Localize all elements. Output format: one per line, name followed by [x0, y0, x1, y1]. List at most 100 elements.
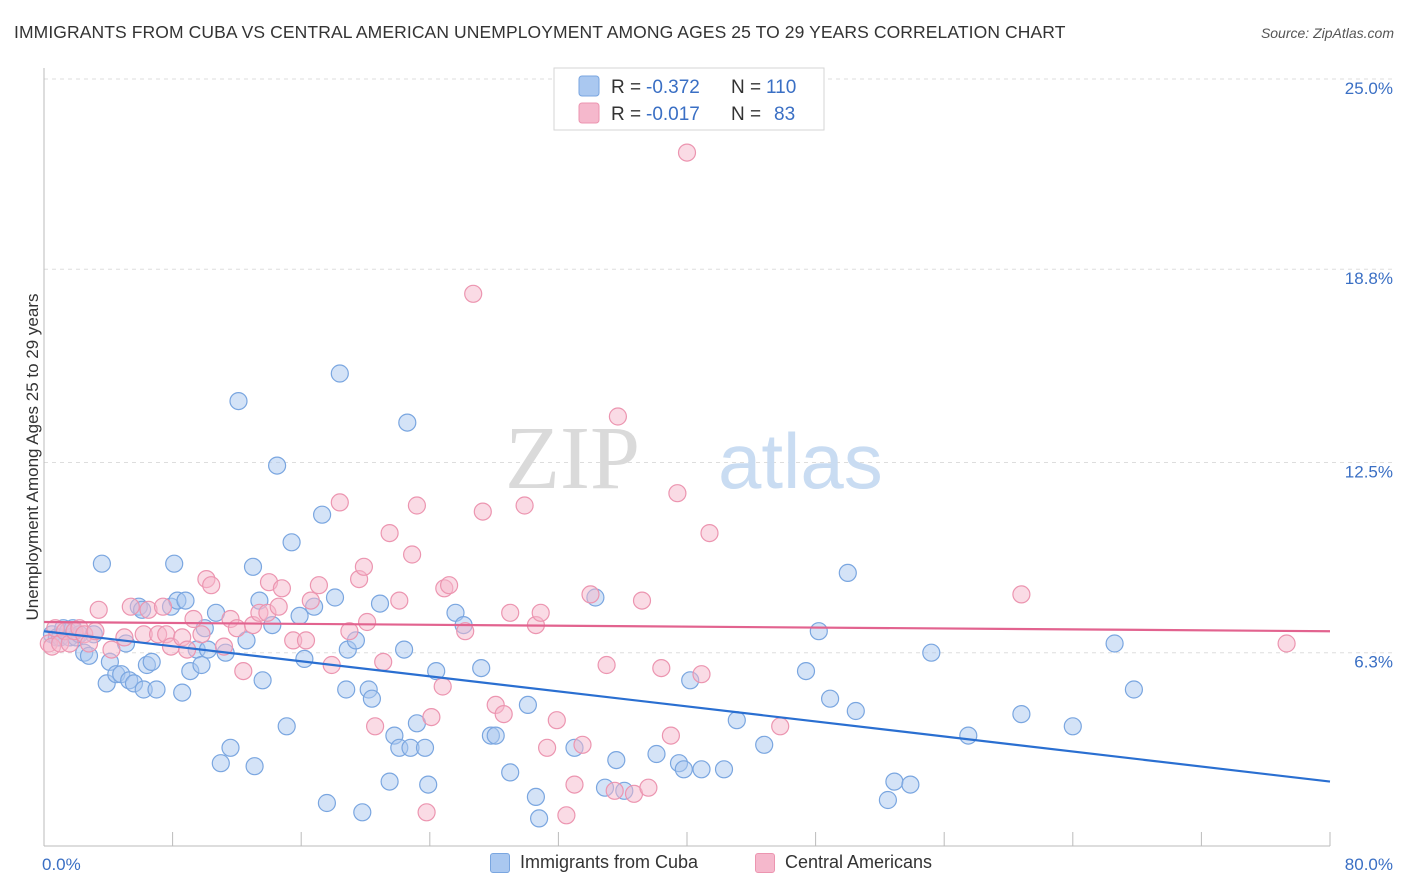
- data-point-central-american: [407, 496, 426, 515]
- watermark: ZIP atlas: [505, 409, 883, 508]
- data-point-cuba: [607, 750, 626, 770]
- y-tick-label: 18.8%: [1345, 269, 1393, 288]
- data-point-central-american: [597, 655, 616, 675]
- data-point-cuba: [796, 661, 816, 681]
- data-point-central-american: [547, 711, 566, 730]
- legend: R = -0.372 N = 110 R = -0.017 N = 83: [553, 67, 825, 131]
- data-point-central-american: [692, 665, 711, 684]
- data-point-cuba: [277, 717, 296, 736]
- data-point-central-american: [390, 591, 409, 610]
- data-point-central-american: [652, 658, 671, 678]
- data-point-cuba: [142, 652, 161, 672]
- data-point-cuba: [1105, 634, 1124, 653]
- y-tick-label: 25.0%: [1345, 79, 1393, 98]
- data-point-central-american: [464, 284, 483, 303]
- data-point-cuba: [380, 772, 399, 791]
- bottom-legend-item-blue: Immigrants from Cuba: [490, 852, 698, 873]
- data-point-cuba: [846, 701, 865, 721]
- data-point-central-american: [366, 717, 385, 736]
- data-point-cuba: [922, 643, 941, 662]
- data-point-central-american: [515, 496, 534, 515]
- watermark-atlas: atlas: [718, 417, 883, 505]
- data-point-cuba: [268, 456, 287, 475]
- data-point-central-american: [440, 576, 459, 595]
- data-point-central-american: [269, 597, 288, 616]
- data-point-cuba: [398, 413, 417, 432]
- data-point-central-american: [608, 407, 628, 426]
- data-point-cuba: [1063, 717, 1082, 736]
- data-point-central-american: [581, 585, 600, 604]
- data-point-central-american: [121, 597, 140, 616]
- data-point-cuba: [674, 760, 693, 779]
- legend-swatch-blue: [578, 75, 600, 97]
- data-point-central-american: [456, 622, 475, 641]
- data-point-central-american: [422, 707, 441, 727]
- bottom-legend-item-pink: Central Americans: [755, 852, 932, 873]
- data-point-central-american: [501, 603, 520, 622]
- legend-swatch-pink: [578, 102, 600, 124]
- data-point-cuba: [395, 640, 414, 659]
- data-point-central-american: [605, 781, 624, 800]
- data-point-central-american: [330, 493, 349, 512]
- data-point-central-american: [234, 661, 253, 681]
- data-point-central-american: [296, 631, 316, 650]
- data-point-cuba: [245, 757, 264, 776]
- data-point-central-american: [184, 609, 203, 629]
- data-point-central-american: [227, 619, 246, 638]
- data-point-central-american: [102, 640, 121, 659]
- data-point-cuba: [755, 735, 774, 754]
- data-point-central-american: [668, 484, 687, 503]
- data-point-cuba: [486, 726, 505, 745]
- axes: [43, 68, 1331, 847]
- data-point-cuba: [243, 557, 263, 576]
- data-point-cuba: [415, 738, 435, 757]
- data-point-central-american: [557, 806, 576, 825]
- y-axis-label: Unemployment Among Ages 25 to 29 years: [23, 294, 42, 621]
- data-point-cuba: [820, 689, 840, 708]
- data-point-central-american: [403, 545, 422, 564]
- data-point-cuba: [176, 591, 195, 610]
- x-tick-label-min: 0.0%: [42, 855, 81, 874]
- data-point-central-american: [771, 717, 790, 736]
- data-point-cuba: [1124, 680, 1144, 699]
- data-point-cuba: [229, 392, 248, 411]
- data-point-central-american: [358, 612, 377, 632]
- legend-n-value-pink: 83: [774, 104, 795, 125]
- data-point-cuba: [427, 661, 446, 681]
- bottom-legend-label-blue: Immigrants from Cuba: [520, 852, 699, 872]
- data-point-cuba: [237, 631, 256, 650]
- data-point-cuba: [885, 772, 904, 791]
- data-point-cuba: [147, 680, 166, 699]
- data-point-cuba: [317, 793, 336, 813]
- y-tick-label: 6.3%: [1354, 653, 1393, 672]
- data-point-central-american: [309, 576, 328, 595]
- data-point-central-american: [677, 143, 697, 162]
- data-point-central-american: [433, 677, 452, 696]
- trend-line-cuba: [43, 630, 1331, 783]
- data-point-cuba: [313, 505, 332, 524]
- bottom-legend-swatch-blue: [490, 852, 510, 873]
- series-pink-points: [39, 143, 1296, 825]
- data-point-central-american: [380, 523, 399, 543]
- data-point-central-american: [565, 775, 584, 794]
- data-point-cuba: [419, 775, 438, 794]
- bottom-legend: Immigrants from Cuba Central Americans: [0, 852, 1406, 878]
- data-point-central-american: [1012, 585, 1031, 604]
- y-tick-label: 12.5%: [1345, 463, 1393, 482]
- data-point-cuba: [192, 655, 211, 675]
- data-point-central-american: [537, 738, 557, 757]
- data-point-cuba: [878, 790, 898, 810]
- data-point-cuba: [501, 763, 520, 782]
- data-point-cuba: [211, 754, 230, 773]
- chart-title: IMMIGRANTS FROM CUBA VS CENTRAL AMERICAN…: [14, 22, 1066, 42]
- data-point-central-american: [700, 523, 719, 543]
- data-point-central-american: [374, 652, 393, 672]
- data-point-central-american: [89, 600, 108, 619]
- legend-r-value-pink: -0.017: [646, 104, 700, 125]
- legend-r-value-blue: -0.372: [646, 77, 700, 98]
- data-point-central-american: [1277, 634, 1296, 653]
- data-point-central-american: [354, 557, 373, 576]
- data-point-central-american: [417, 803, 436, 822]
- data-point-cuba: [529, 809, 549, 828]
